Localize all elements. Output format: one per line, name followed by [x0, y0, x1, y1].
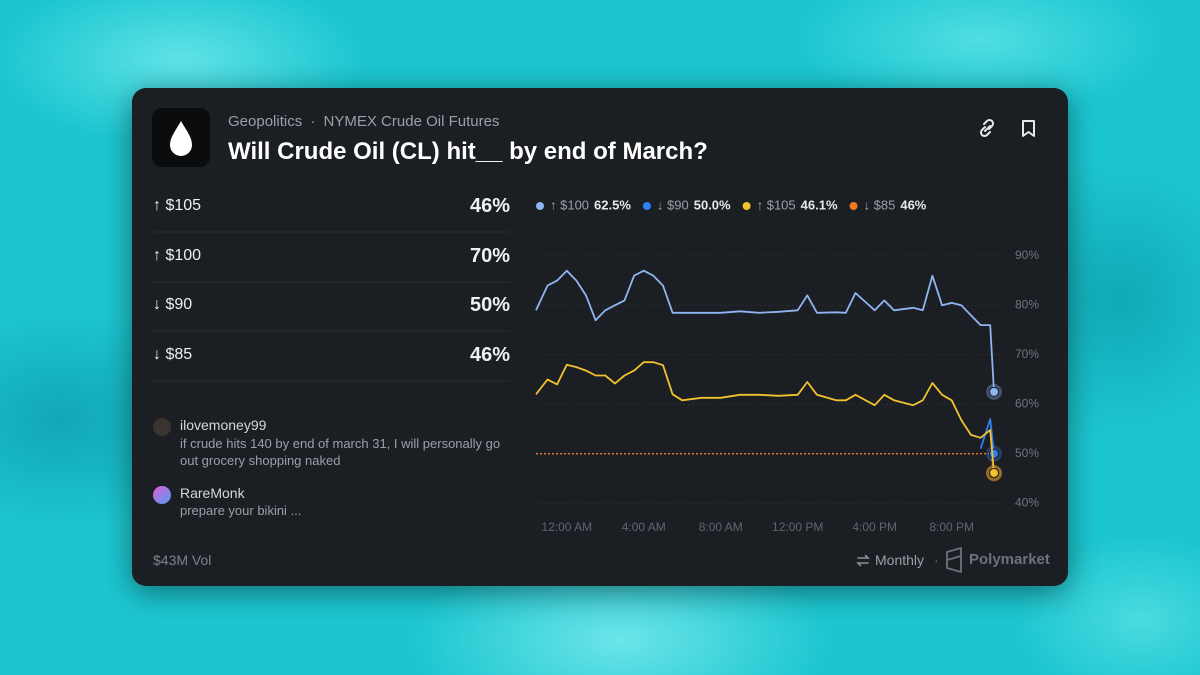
legend-value: 50.0% — [694, 197, 731, 212]
series-line — [535, 361, 995, 473]
legend-value: 62.5% — [594, 197, 631, 212]
breadcrumb: Geopolitics · NYMEX Crude Oil Futures — [228, 113, 499, 130]
outcome-chance: 46% — [469, 344, 510, 366]
end-point — [989, 448, 1000, 459]
period-icon — [856, 554, 870, 567]
market-title: Will Crude Oil (CL) hit__ by end of Marc… — [228, 138, 708, 165]
comment-user[interactable]: ilovemoney99 — [180, 417, 267, 433]
legend-value: 46.1% — [801, 197, 838, 212]
legend-swatch — [742, 202, 751, 210]
y-tick-label: 60% — [1015, 396, 1039, 410]
y-tick-label: 40% — [1015, 495, 1039, 509]
legend-name: ↓ $90 — [657, 197, 689, 212]
x-tick-label: 12:00 PM — [772, 520, 823, 534]
oil-drop — [170, 121, 192, 156]
avatar — [153, 418, 171, 436]
brand-name[interactable]: Polymarket — [969, 551, 1050, 568]
comment-user[interactable]: RareMonk — [180, 485, 245, 501]
series-line — [979, 418, 995, 454]
period-selector[interactable]: Monthly — [875, 552, 925, 568]
x-tick-label: 8:00 PM — [929, 520, 974, 534]
comment-text: if crude hits 140 by end of march 31, I … — [180, 436, 501, 468]
end-point — [989, 467, 1000, 478]
x-tick-label: 4:00 AM — [622, 520, 666, 534]
x-tick-label: 4:00 PM — [852, 520, 897, 534]
outcome-label[interactable]: ↑ $100 — [153, 247, 202, 264]
series-line — [535, 269, 995, 392]
outcome-chance: 70% — [469, 245, 510, 267]
comment-text: prepare your bikini ... — [180, 503, 302, 518]
legend-swatch — [642, 202, 651, 210]
separator: · — [310, 113, 316, 130]
outcome-chance: 50% — [469, 294, 510, 316]
volume: $43M Vol — [153, 552, 212, 568]
y-tick-label: 50% — [1015, 446, 1039, 460]
legend-swatch — [849, 202, 858, 210]
category[interactable]: Geopolitics — [228, 113, 303, 130]
brand-logo — [946, 547, 962, 573]
x-tick-label: 12:00 AM — [541, 520, 592, 534]
y-tick-label: 70% — [1015, 347, 1039, 361]
outcome-label[interactable]: ↓ $90 — [153, 296, 193, 313]
x-tick-label: 8:00 AM — [699, 520, 743, 534]
legend-swatch — [536, 202, 544, 210]
link-icon[interactable] — [979, 118, 995, 138]
separator: · — [934, 552, 939, 568]
row-separators — [153, 231, 510, 382]
bookmark-icon[interactable] — [1022, 120, 1035, 137]
legend-name: ↓ $85 — [864, 197, 896, 212]
subcategory[interactable]: NYMEX Crude Oil Futures — [323, 113, 500, 130]
legend-name: ↑ $105 — [757, 197, 796, 212]
avatar — [153, 486, 171, 504]
market-card[interactable] — [132, 88, 1068, 586]
legend-name: ↑ $100 — [550, 197, 589, 212]
legend-value: 46% — [900, 197, 926, 212]
outcome-chance: 46% — [469, 195, 510, 217]
outcome-label[interactable]: ↑ $105 — [153, 197, 202, 214]
outcome-label[interactable]: ↓ $85 — [153, 346, 193, 363]
y-tick-label: 90% — [1015, 248, 1039, 262]
y-tick-label: 80% — [1015, 298, 1039, 312]
end-point — [989, 386, 1000, 397]
series-line — [536, 453, 995, 474]
